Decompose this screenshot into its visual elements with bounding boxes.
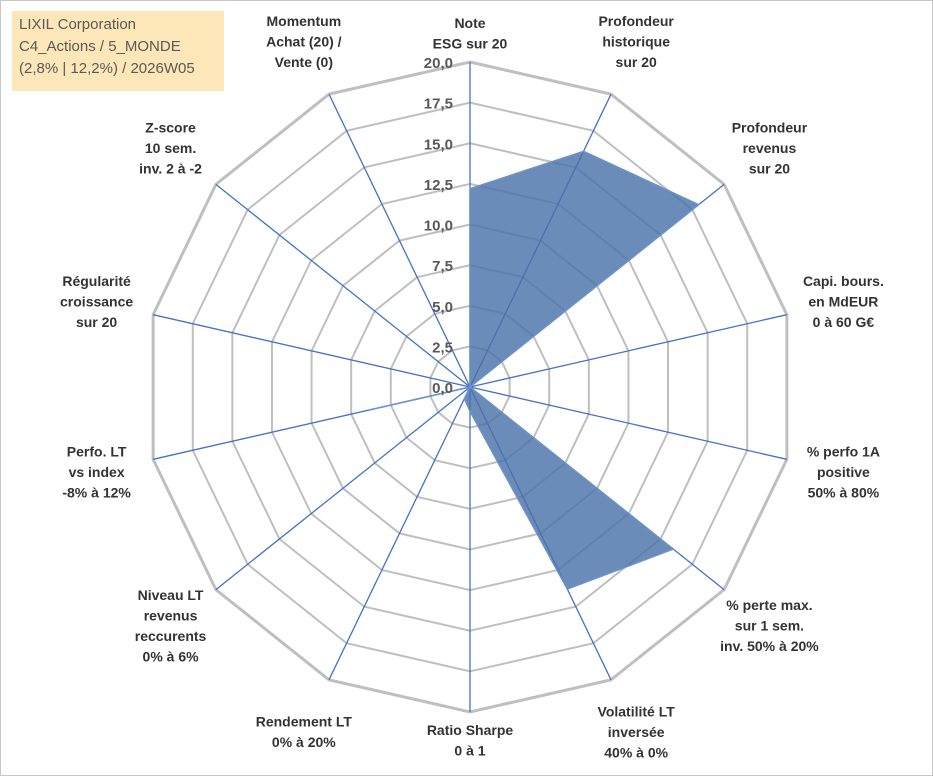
tick-label: 0,0 (432, 380, 453, 397)
series-layer (367, 150, 700, 590)
tick-label: 7,5 (432, 258, 453, 275)
axis-label: Rendement LT 0% à 20% (256, 714, 353, 751)
axis-spoke (469, 386, 787, 460)
axis-label: Profondeur historique sur 20 (598, 13, 674, 70)
tick-label: 20,0 (424, 55, 453, 72)
series-area (367, 150, 700, 590)
axis-spoke (469, 314, 787, 388)
tick-label: 2,5 (432, 339, 453, 356)
period-label: (2,8% | 12,2%) / 2026W05 (19, 60, 195, 77)
axis-label: Niveau LT revenus reccurents 0% à 6% (135, 587, 207, 665)
axis-spoke (328, 93, 471, 388)
portfolio-name: C4_Actions / 5_MONDE (19, 38, 181, 55)
tick-label: 5,0 (432, 299, 453, 316)
tick-label: 17,5 (424, 96, 453, 113)
axis-label: Momentum Achat (20) / Vente (0) (266, 13, 342, 70)
axis-label: % perfo 1A positive 50% à 80% (807, 443, 880, 500)
info-box: LIXIL Corporation C4_Actions / 5_MONDE (… (12, 11, 224, 91)
axis-spoke (215, 183, 471, 388)
company-name: LIXIL Corporation (19, 16, 137, 33)
axis-label: Profondeur revenus sur 20 (732, 119, 808, 176)
axis-label: Note ESG sur 20 (433, 15, 508, 52)
tick-labels: 0,0 2,5 5,0 7,5 10,0 12,5 15,0 17,5 20,0 (424, 55, 453, 397)
axis-label: Volatilité LT inversée 40% à 0% (598, 703, 676, 760)
tick-label: 10,0 (424, 218, 453, 235)
axis-spoke (328, 386, 471, 681)
axis-label: Régularité croissance sur 20 (60, 273, 133, 330)
tick-label: 12,5 (424, 177, 453, 194)
axis-label: Perfo. LT vs index -8% à 12% (62, 443, 131, 500)
tick-label: 15,0 (424, 136, 453, 153)
axis-label: Capi. bours. en MdEUR 0 à 60 G€ (803, 273, 884, 330)
axis-label: % perte max. sur 1 sem. inv. 50% à 20% (720, 597, 819, 654)
axis-label: Z-score 10 sem. inv. 2 à -2 (139, 119, 202, 176)
axis-spoke (153, 314, 471, 388)
axis-spoke (215, 386, 471, 591)
axis-label: Ratio Sharpe 0 à 1 (427, 722, 514, 759)
axis-labels: Note ESG sur 20 Profondeur historique sur 20… (60, 13, 884, 760)
